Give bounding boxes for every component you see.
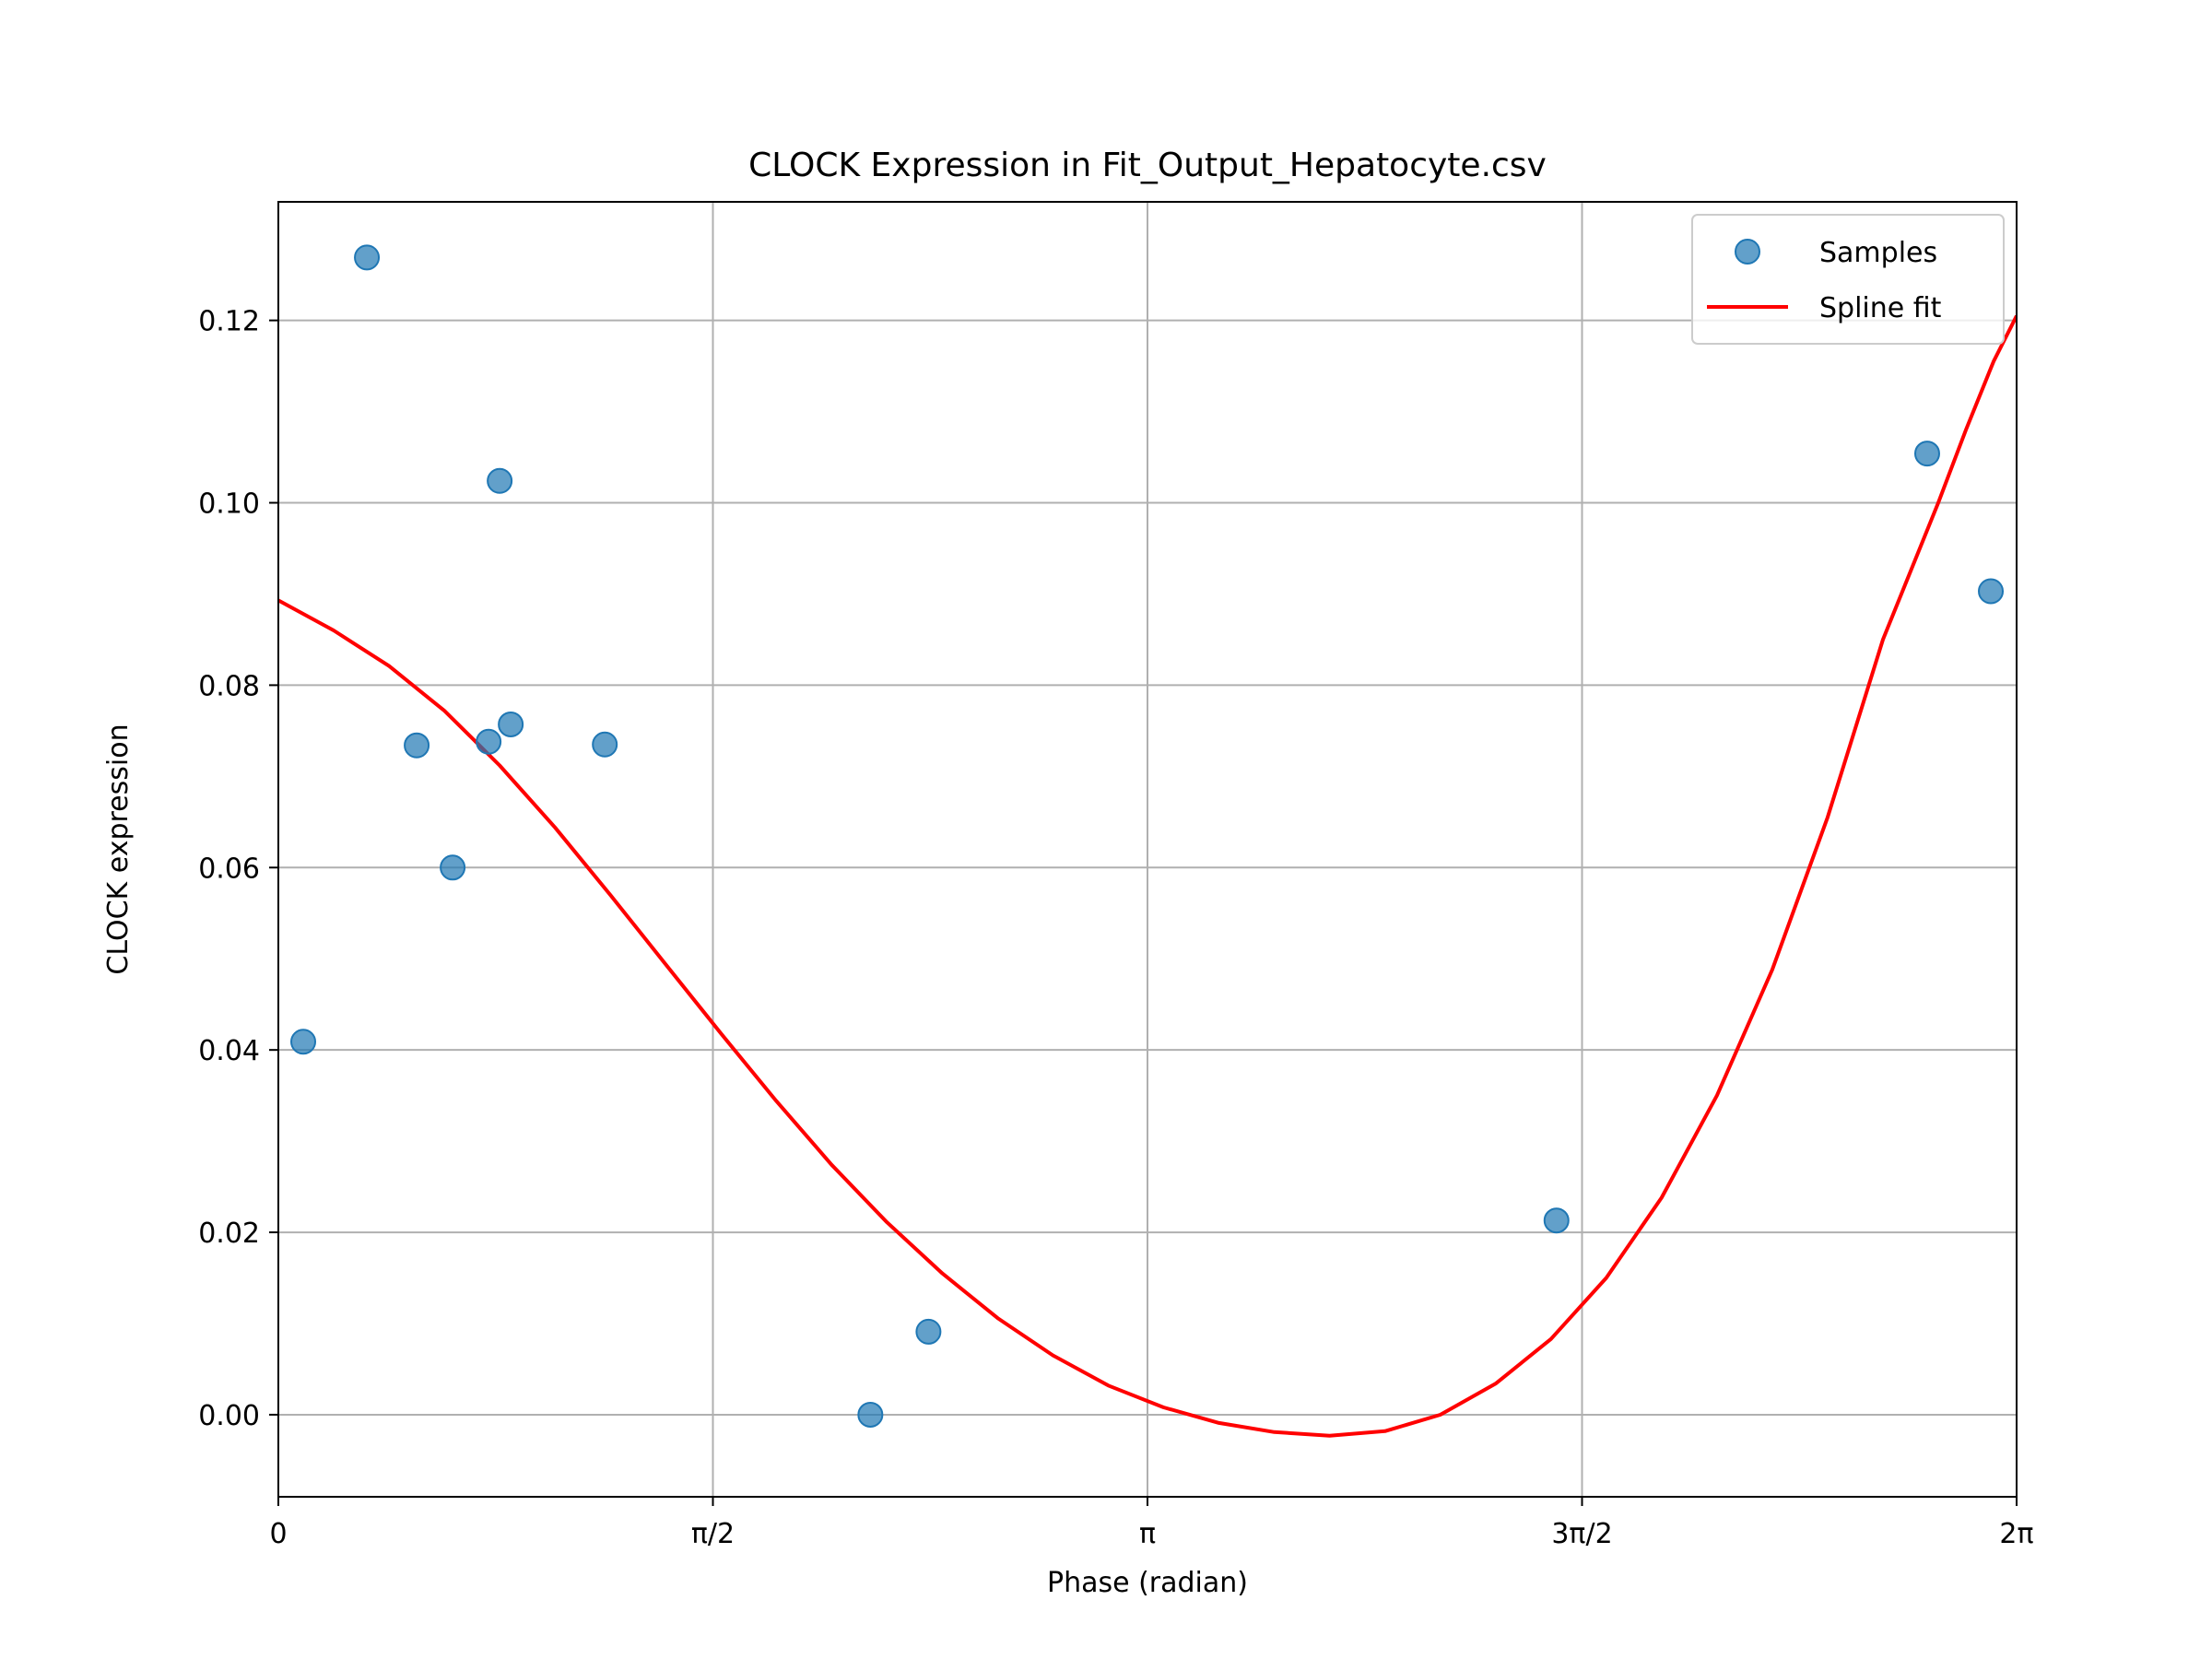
- y-tick-label: 0.08: [198, 670, 260, 702]
- x-axis-label: Phase (radian): [1047, 1567, 1248, 1599]
- sample-point: [354, 244, 381, 271]
- sample-point: [290, 1029, 317, 1055]
- legend-label: Samples: [1819, 237, 1937, 269]
- y-tick-label: 0.02: [198, 1218, 260, 1250]
- spline-fit-line: [278, 314, 2017, 1438]
- plot-area: [278, 244, 2017, 1438]
- sample-point: [1913, 441, 1940, 467]
- y-tick-label: 0.04: [198, 1035, 260, 1067]
- axis-ticks: 0 π/2 π 3π/2 2π 0.00 0.02 0.04 0.06 0.08 0.10 0.12: [198, 306, 2033, 1550]
- legend: Samples Spline fit: [1691, 214, 2005, 345]
- y-tick-label: 0.12: [198, 306, 260, 338]
- legend-box: [1691, 214, 2005, 345]
- sample-point: [1543, 1207, 1570, 1234]
- sample-point: [857, 1401, 884, 1428]
- grid: [277, 202, 2018, 1497]
- y-tick-label: 0.06: [198, 853, 260, 885]
- y-tick-label: 0.00: [198, 1400, 260, 1432]
- chart-title: CLOCK Expression in Fit_Output_Hepatocyt…: [748, 147, 1547, 184]
- legend-label: Spline fit: [1819, 292, 1942, 324]
- x-tick-label: 0: [269, 1518, 287, 1550]
- sample-point: [498, 711, 524, 737]
- x-tick-label: 2π: [1999, 1518, 2033, 1550]
- sample-point: [592, 731, 618, 758]
- y-axis-label: CLOCK expression: [102, 724, 135, 974]
- x-tick-label: π/2: [691, 1518, 735, 1550]
- sample-point: [476, 728, 502, 755]
- y-tick-label: 0.10: [198, 488, 260, 521]
- legend-marker-samples: [1735, 239, 1760, 265]
- sample-point: [1978, 578, 2005, 605]
- x-tick-label: π: [1139, 1518, 1156, 1550]
- x-tick-label: 3π/2: [1551, 1518, 1612, 1550]
- sample-point: [440, 854, 466, 881]
- sample-point: [915, 1318, 942, 1345]
- sample-point: [404, 732, 430, 759]
- sample-point: [487, 467, 513, 494]
